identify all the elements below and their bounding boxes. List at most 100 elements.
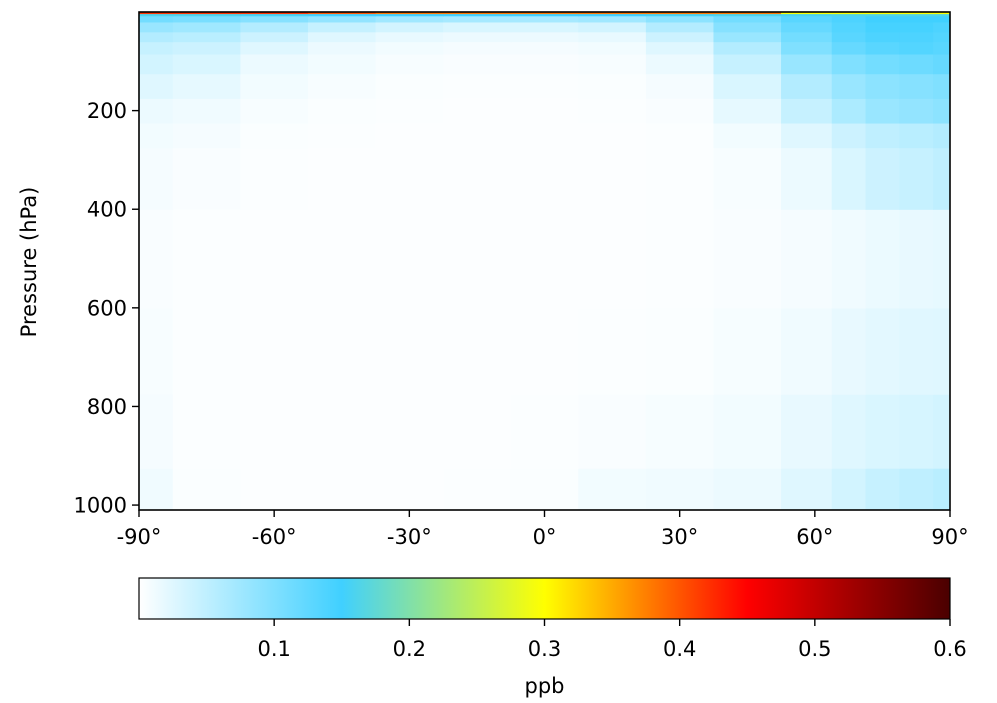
heatmap-cell [645, 147, 715, 210]
heatmap-cell [375, 31, 444, 43]
heatmap-cell [865, 98, 900, 124]
colorbar-tick-label: 0.3 [528, 637, 561, 661]
heatmap-cell [831, 122, 867, 149]
y-tick-label: 400 [87, 198, 127, 222]
colorbar-tick-label: 0.4 [663, 637, 696, 661]
heatmap-cell [645, 15, 715, 23]
heatmap-cell [865, 53, 900, 75]
heatmap-cell [578, 209, 647, 309]
x-tick-label: 0° [533, 525, 557, 549]
heatmap-cell [307, 15, 377, 23]
heatmap-cell [781, 13, 833, 17]
x-axis: -90° -60° -30° 0° 30° 60° 90° [117, 510, 969, 549]
heatmap-cell [443, 31, 512, 43]
heatmap-cell [713, 73, 782, 99]
heatmap-cell [831, 21, 867, 33]
heatmap-cell [899, 394, 934, 469]
heatmap-cell [578, 12, 647, 15]
heatmap-cell [307, 209, 377, 309]
heatmap-cell [375, 122, 444, 149]
heatmap-cell [933, 394, 950, 469]
heatmap-cell [443, 307, 512, 395]
x-tick-label: 30° [661, 525, 698, 549]
heatmap-cell [645, 122, 715, 149]
heatmap-cell [865, 209, 900, 309]
y-tick-label: 800 [87, 395, 127, 419]
heatmap-cell [375, 98, 444, 124]
x-tick-label: 60° [796, 525, 833, 549]
heatmap-cell [240, 13, 309, 17]
heatmap-cell [307, 468, 377, 510]
heatmap-cell [443, 209, 512, 309]
heatmap-cell [933, 147, 950, 210]
heatmap-cell [139, 209, 174, 309]
heatmap-cell [443, 147, 512, 210]
heatmap-cell [139, 12, 174, 15]
colorbar-gradient [138, 577, 951, 620]
heatmap-cell [781, 53, 833, 75]
heatmap-cell [443, 53, 512, 75]
heatmap-cell [443, 12, 512, 15]
heatmap-cell [240, 122, 309, 149]
heatmap-cell [713, 209, 782, 309]
heatmap-cell [781, 31, 833, 43]
heatmap-cell [139, 41, 174, 55]
heatmap-cell [645, 209, 715, 309]
heatmap-cell [172, 41, 241, 55]
heatmap-cell [307, 31, 377, 43]
heatmap-cell [831, 12, 867, 15]
heatmap-cell [831, 147, 867, 210]
heatmap-cell [240, 307, 309, 395]
heatmap-cell [933, 12, 950, 15]
heatmap-cell [899, 15, 934, 23]
heatmap-cell [240, 15, 309, 23]
x-tick-label: -90° [117, 525, 162, 549]
heatmap-cell [831, 31, 867, 43]
heatmap-cell [865, 73, 900, 99]
colorbar-ticks: 0.1 0.2 0.3 0.4 0.5 0.6 [257, 619, 967, 661]
heatmap-cell [865, 122, 900, 149]
heatmap-cell [307, 307, 377, 395]
heatmap-cell [933, 307, 950, 395]
y-axis-label: Pressure (hPa) [17, 187, 41, 338]
heatmap-cell [443, 98, 512, 124]
heatmap-cell [510, 13, 579, 17]
heatmap-cell [139, 15, 174, 23]
heatmap-cell [510, 53, 579, 75]
heatmap-cell [781, 394, 833, 469]
heatmap-cell [307, 147, 377, 210]
heatmap-cell [831, 53, 867, 75]
heatmap-cell [865, 147, 900, 210]
x-tick-label: -30° [387, 525, 432, 549]
heatmap-cell [933, 98, 950, 124]
heatmap-cell [375, 209, 444, 309]
heatmap-cell [375, 12, 444, 15]
heatmap-cell [307, 53, 377, 75]
heatmap-cell [172, 147, 241, 210]
heatmap-cell [899, 21, 934, 33]
heatmap-cell [578, 468, 647, 510]
heatmap-cell [831, 394, 867, 469]
heatmap-cell [139, 468, 174, 510]
heatmap-cell [865, 468, 900, 510]
heatmap-cell [781, 122, 833, 149]
heatmap-cell [899, 73, 934, 99]
y-tick-label: 200 [87, 99, 127, 123]
heatmap-cell [443, 13, 512, 17]
heatmap-cell [865, 13, 900, 17]
heatmap-cell [375, 21, 444, 33]
heatmap-cell [139, 53, 174, 75]
heatmap-cell [139, 13, 174, 17]
heatmap-cell [781, 21, 833, 33]
heatmap-cell [375, 73, 444, 99]
heatmap-cell [172, 209, 241, 309]
heatmap-cell [899, 468, 934, 510]
heatmap-cell [240, 73, 309, 99]
heatmap-cell [899, 41, 934, 55]
heatmap-cell [713, 468, 782, 510]
heatmap-cell [865, 21, 900, 33]
heatmap-cell [307, 98, 377, 124]
heatmap-cell [240, 394, 309, 469]
